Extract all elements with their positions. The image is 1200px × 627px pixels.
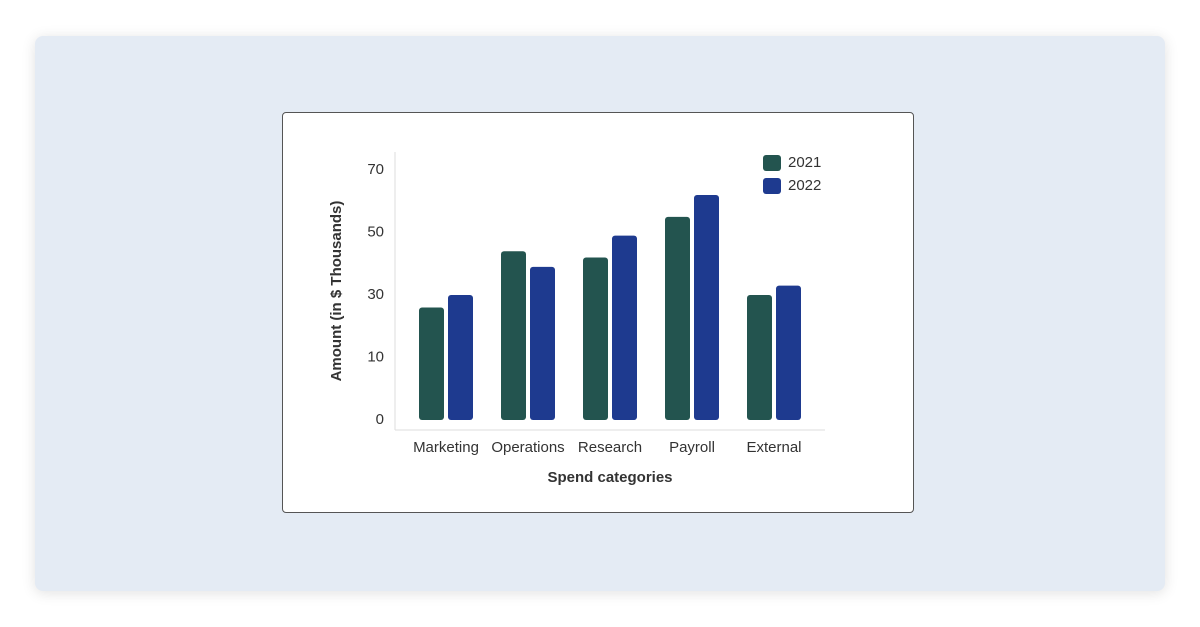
x-tick-label: Operations [491, 439, 564, 456]
bar [694, 195, 719, 420]
y-tick-label: 50 [367, 223, 384, 240]
bar [747, 295, 772, 420]
bar [448, 295, 473, 420]
y-tick-label: 30 [367, 286, 384, 303]
bar [583, 257, 608, 420]
y-axis-title: Amount (in $ Thousands) [328, 201, 345, 382]
legend-label: 2021 [788, 154, 821, 171]
y-tick-label: 0 [376, 411, 384, 428]
legend-label: 2022 [788, 177, 821, 194]
bar [501, 251, 526, 420]
bar [612, 235, 637, 420]
x-tick-label: Payroll [669, 439, 715, 456]
bar [530, 266, 555, 420]
y-tick-label: 10 [367, 348, 384, 365]
legend-swatch [763, 178, 781, 194]
bar [665, 216, 690, 420]
legend-swatch [763, 155, 781, 171]
bar [776, 285, 801, 420]
x-axis-title: Spend categories [547, 469, 672, 486]
bar [419, 307, 444, 420]
x-tick-label: External [746, 439, 801, 456]
x-tick-label: Research [578, 439, 642, 456]
y-tick-label: 70 [367, 161, 384, 178]
x-tick-label: Marketing [413, 439, 479, 456]
